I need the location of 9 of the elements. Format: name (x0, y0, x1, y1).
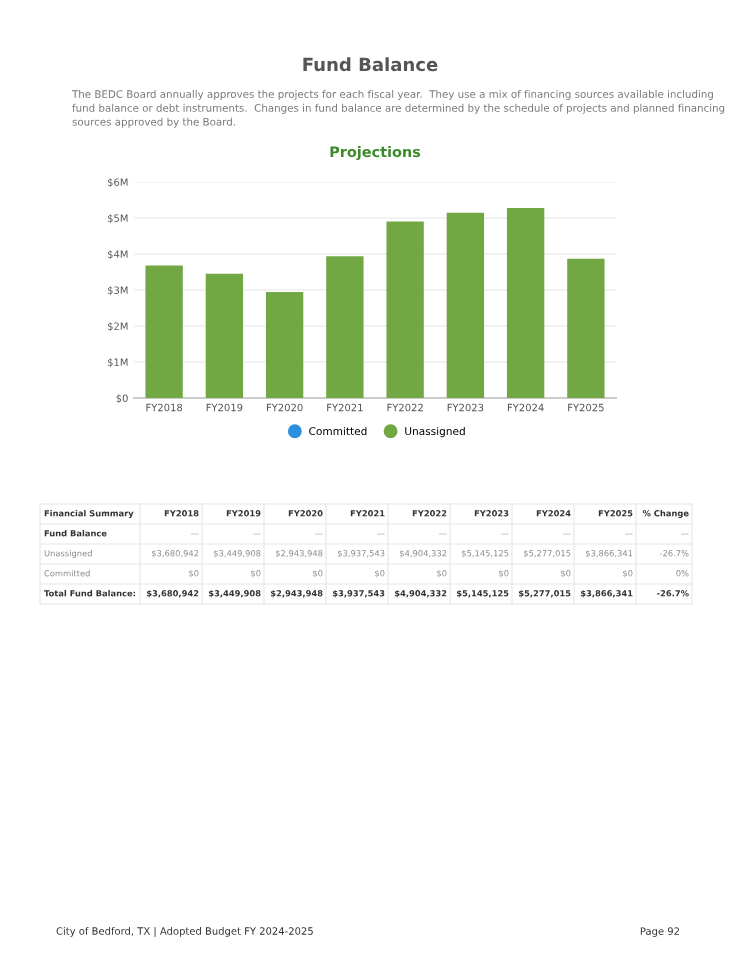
bar (386, 221, 424, 398)
text: Fund Balance (303, 57, 438, 72)
bar (326, 256, 364, 398)
bar (567, 258, 605, 398)
bar (446, 212, 485, 398)
bar (205, 273, 244, 398)
bar (506, 208, 545, 398)
bar (265, 292, 304, 398)
bar (145, 265, 183, 398)
